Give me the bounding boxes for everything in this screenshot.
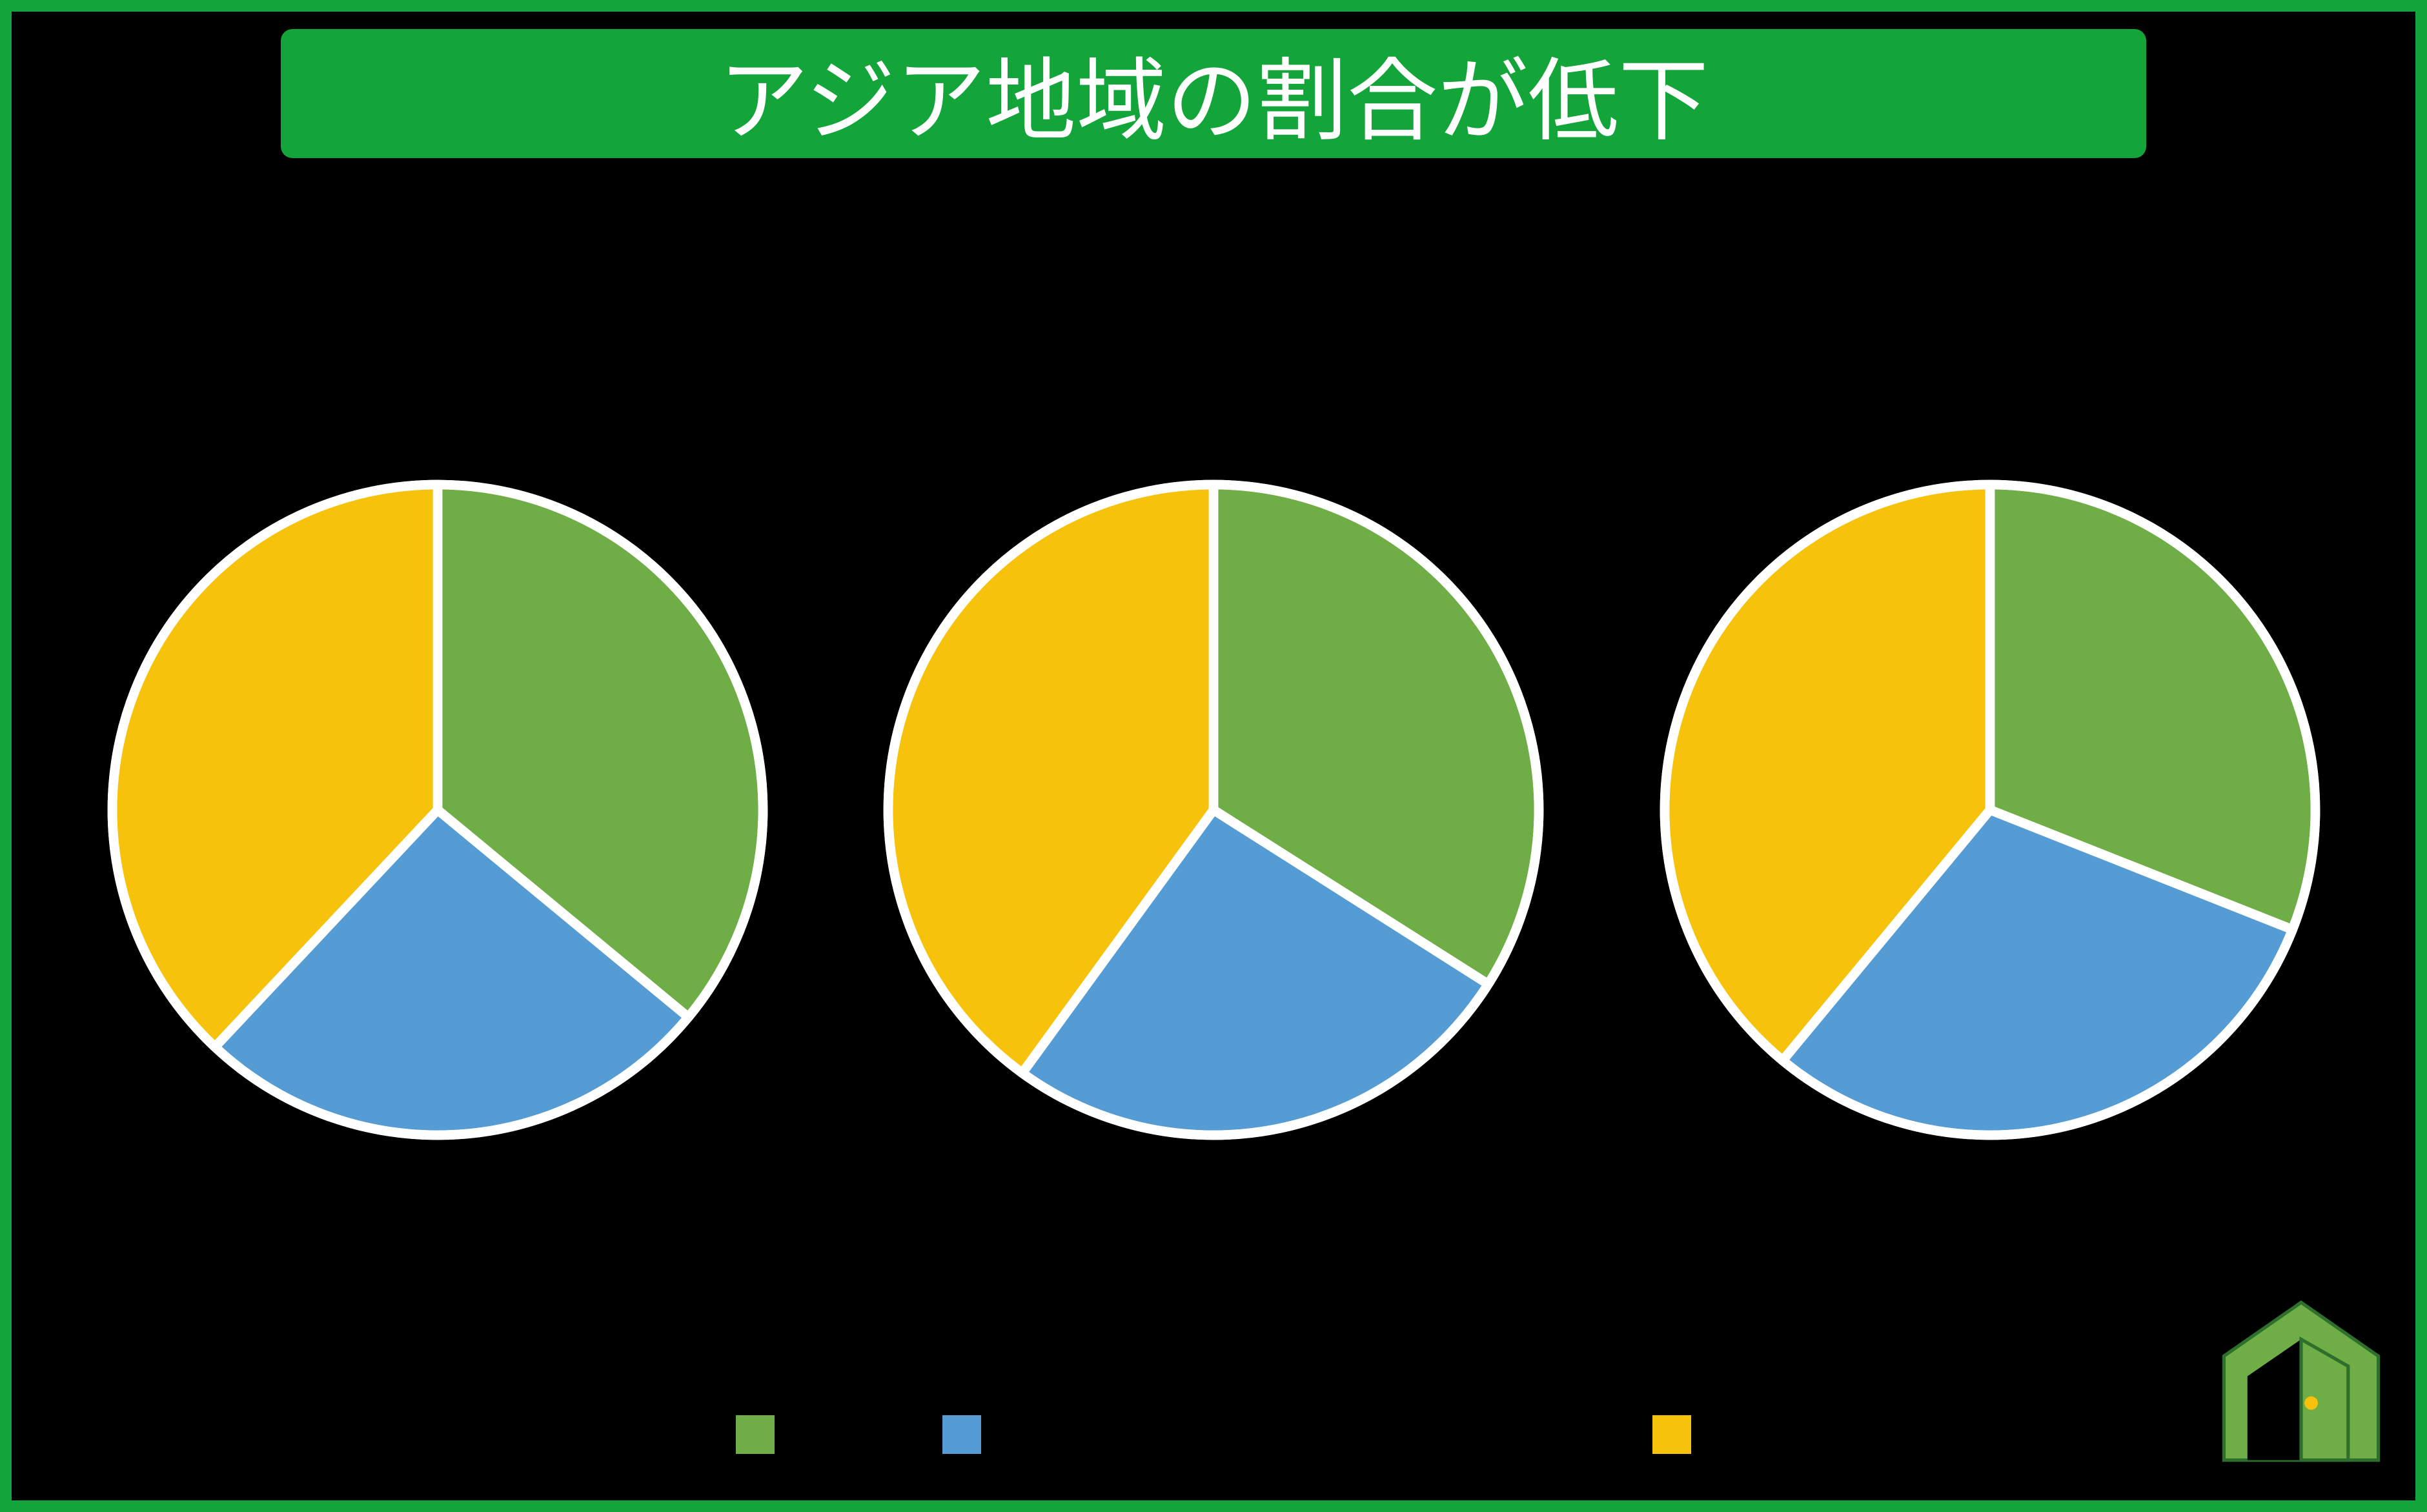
legend-item-yellow — [1652, 1415, 1691, 1454]
pie-chart-center — [875, 471, 1552, 1149]
legend — [736, 1415, 1691, 1454]
legend-swatch-blue — [942, 1415, 981, 1454]
legend-item-green — [736, 1415, 775, 1454]
title-banner: アジア地域の割合が低下 — [281, 29, 2146, 158]
charts-row — [0, 471, 2427, 1149]
logo-door-knob — [2304, 1396, 2318, 1410]
page-title: アジア地域の割合が低下 — [718, 28, 1709, 159]
legend-swatch-green — [736, 1415, 775, 1454]
door-logo-icon — [2217, 1299, 2385, 1467]
pie-chart-left — [99, 471, 777, 1149]
pie-chart-right — [1651, 471, 2329, 1149]
legend-swatch-yellow — [1652, 1415, 1691, 1454]
chart-frame: アジア地域の割合が低下 — [0, 0, 2427, 1512]
legend-item-blue — [942, 1415, 981, 1454]
